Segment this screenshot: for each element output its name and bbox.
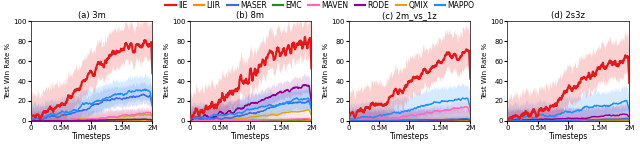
Title: (b) 8m: (b) 8m xyxy=(236,11,264,20)
Y-axis label: Test Win Rate %: Test Win Rate % xyxy=(483,43,488,99)
Legend: IIE, LIIR, MASER, EMC, MAVEN, RODE, QMIX, MAPPO: IIE, LIIR, MASER, EMC, MAVEN, RODE, QMIX… xyxy=(162,0,478,13)
Y-axis label: Test Win Rate %: Test Win Rate % xyxy=(323,43,330,99)
X-axis label: Timesteps: Timesteps xyxy=(231,132,270,141)
X-axis label: Timesteps: Timesteps xyxy=(390,132,429,141)
X-axis label: Timesteps: Timesteps xyxy=(72,132,111,141)
Title: (c) 2m_vs_1z: (c) 2m_vs_1z xyxy=(382,11,436,20)
X-axis label: Timesteps: Timesteps xyxy=(548,132,588,141)
Title: (d) 2s3z: (d) 2s3z xyxy=(552,11,586,20)
Title: (a) 3m: (a) 3m xyxy=(77,11,106,20)
Y-axis label: Test Win Rate %: Test Win Rate % xyxy=(164,43,170,99)
Y-axis label: Test Win Rate %: Test Win Rate % xyxy=(6,43,12,99)
